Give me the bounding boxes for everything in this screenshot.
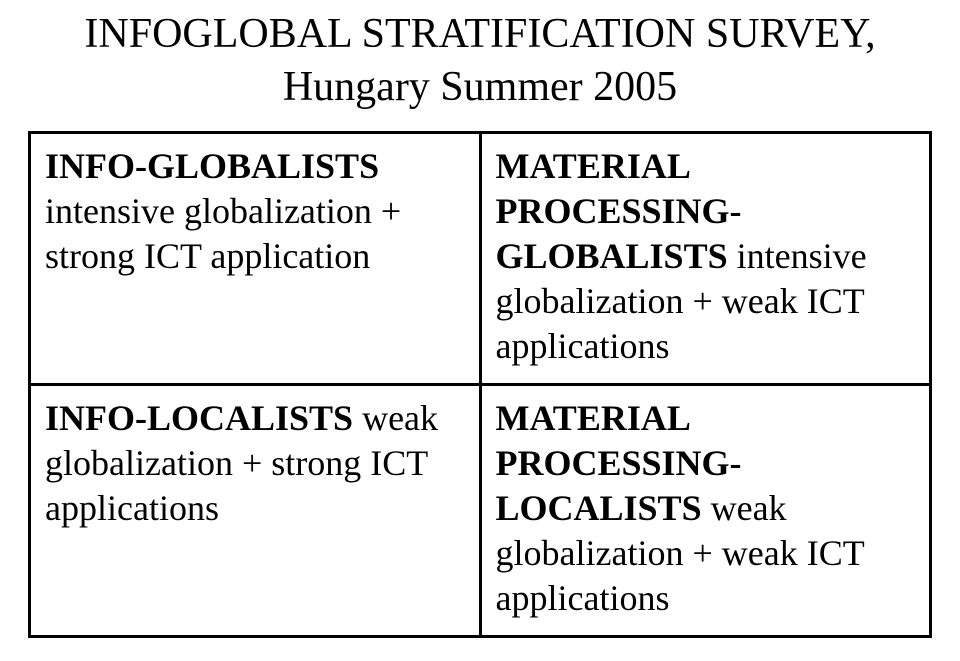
cell-info-localists: INFO-LOCALISTS weak globalization + stro…: [30, 385, 481, 637]
table-row: INFO-GLOBALISTS intensive globalization …: [30, 133, 931, 385]
title-line-2: Hungary Summer 2005: [283, 64, 677, 110]
title-line-1: INFOGLOBAL STRATIFICATION SURVEY,: [84, 11, 875, 57]
cell-heading: INFO-LOCALISTS: [45, 398, 353, 438]
cell-heading: MATERIAL PROCESSING-LOCALISTS: [496, 398, 742, 528]
stratification-table: INFO-GLOBALISTS intensive globalization …: [28, 131, 932, 638]
cell-material-processing-globalists: MATERIAL PROCESSING-GLOBALISTS intensive…: [480, 133, 931, 385]
cell-body: intensive globalization + strong ICT app…: [45, 191, 401, 276]
cell-material-processing-localists: MATERIAL PROCESSING-LOCALISTS weak globa…: [480, 385, 931, 637]
cell-heading: INFO-GLOBALISTS: [45, 146, 379, 186]
table-row: INFO-LOCALISTS weak globalization + stro…: [30, 385, 931, 637]
cell-heading: MATERIAL PROCESSING-GLOBALISTS: [496, 146, 742, 276]
page-title: INFOGLOBAL STRATIFICATION SURVEY, Hungar…: [28, 8, 932, 113]
page: INFOGLOBAL STRATIFICATION SURVEY, Hungar…: [0, 0, 960, 661]
cell-info-globalists: INFO-GLOBALISTS intensive globalization …: [30, 133, 481, 385]
